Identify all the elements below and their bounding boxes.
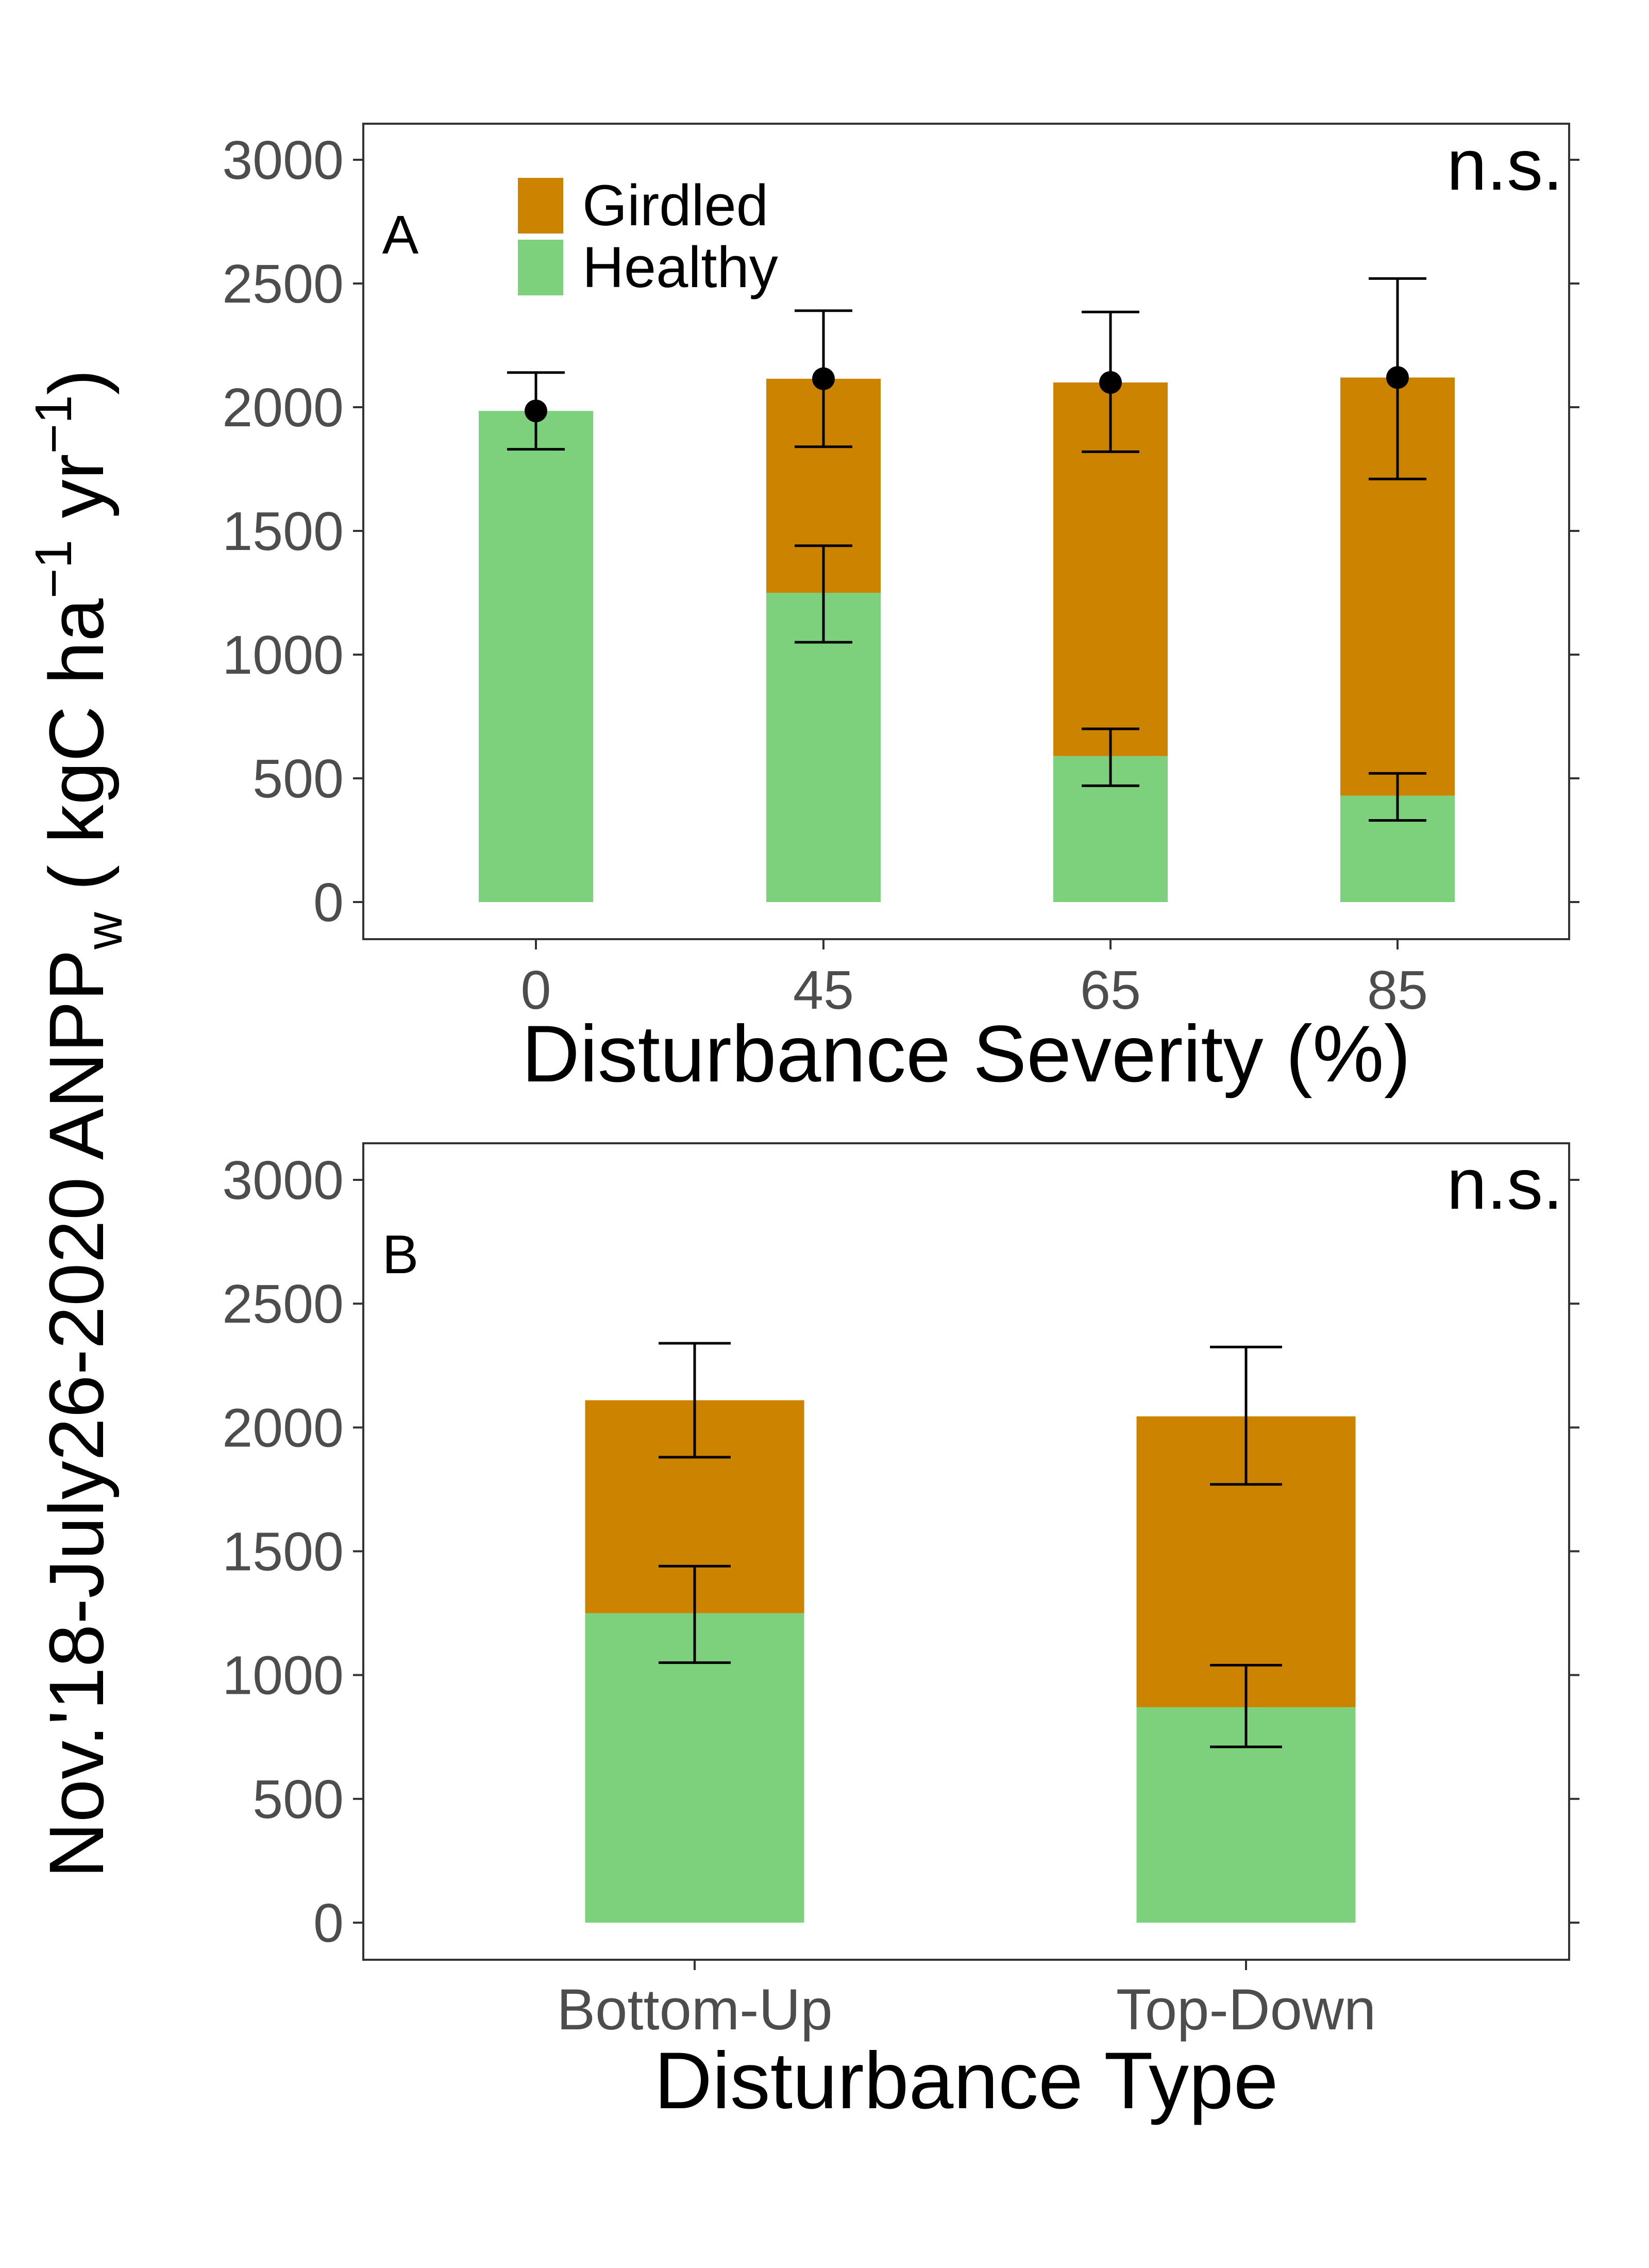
y-tick-label: 500	[253, 748, 344, 809]
y-tick-label: 3000	[222, 130, 344, 191]
significance-label: n.s.	[1446, 124, 1563, 205]
y-tick-label: 500	[253, 1769, 344, 1830]
bar-healthy	[585, 1613, 804, 1923]
y-tick-label: 3000	[222, 1150, 344, 1211]
legend-swatch	[518, 240, 563, 295]
bar-healthy	[479, 411, 593, 902]
y-tick-label: 1500	[222, 501, 344, 562]
panel-letter: B	[382, 1224, 419, 1285]
x-axis-title: Disturbance Severity (%)	[521, 1009, 1410, 1099]
x-tick-label: 85	[1367, 960, 1428, 1021]
y-axis-label-unit-open: ( kgC ha	[33, 598, 120, 912]
mean-point	[1386, 366, 1409, 389]
y-tick-label: 1500	[222, 1522, 344, 1582]
x-axis-title: Disturbance Type	[654, 2036, 1278, 2126]
legend-item-girdled: Girdled	[518, 173, 768, 238]
mean-point	[812, 367, 835, 390]
y-tick-label: 2500	[222, 254, 344, 314]
y-tick-label: 2500	[222, 1274, 344, 1335]
legend-label: Healthy	[582, 235, 778, 299]
y-tick-label: 2000	[222, 1397, 344, 1458]
y-axis-label-unit-close: )	[33, 369, 120, 395]
y-tick-label: 0	[313, 872, 344, 933]
panel-b: 0 500 1000 1500 2000 2500 3000 Bottom-Up Top-Dow…	[222, 1142, 1579, 2126]
y-axis-label-subscript: w	[75, 912, 133, 950]
y-axis-label: Nov.'18-July26-2020 ANPPw ( kgC ha−1 yr−…	[25, 369, 133, 1878]
legend-item-healthy: Healthy	[518, 235, 778, 299]
x-tick-label: Bottom-Up	[557, 1977, 832, 2042]
y-axis-label-main: Nov.'18-July26-2020 ANPP	[33, 949, 120, 1878]
panel-border	[362, 1142, 1570, 1961]
significance-label: n.s.	[1446, 1143, 1563, 1224]
y-axis-label-unit-mid: yr	[33, 454, 120, 540]
y-tick-label: 2000	[222, 377, 344, 438]
x-tick-label: 45	[793, 960, 854, 1021]
legend-swatch	[518, 178, 563, 234]
y-axis-label-exponent-2: −1	[25, 395, 82, 454]
mean-point	[525, 399, 547, 423]
mean-point	[1099, 371, 1122, 394]
y-tick-label: 0	[313, 1893, 344, 1954]
bar-healthy	[766, 593, 881, 902]
x-tick-label: 65	[1080, 960, 1141, 1021]
y-axis-label-exponent-1: −1	[25, 540, 82, 598]
y-tick-label: 1000	[222, 1645, 344, 1706]
panel-letter: A	[382, 205, 419, 265]
x-tick-label: Top-Down	[1116, 1977, 1376, 2042]
panel-a: 0 500 1000 1500 2000 2500 3000 0 45 65 85 An.s. Dist…	[222, 123, 1579, 1099]
y-tick-label: 1000	[222, 625, 344, 686]
legend-label: Girdled	[582, 173, 768, 238]
x-tick-label: 0	[521, 960, 551, 1021]
